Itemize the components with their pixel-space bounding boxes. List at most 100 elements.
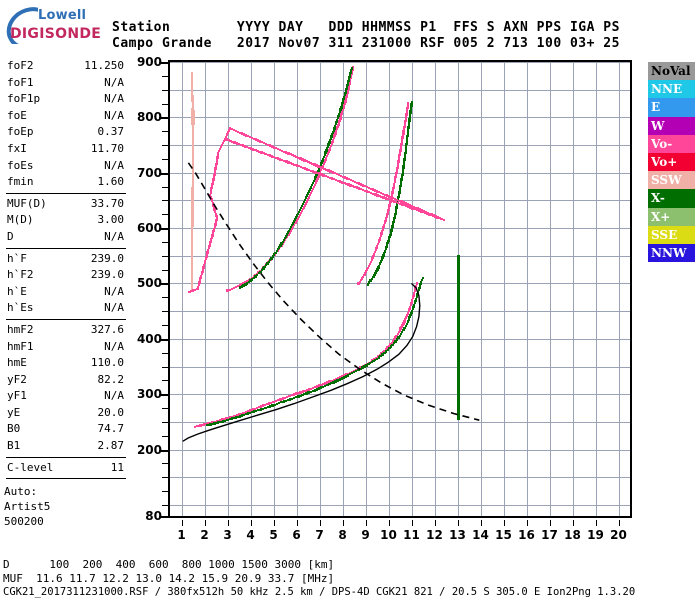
param-row-fof1: foF1 N/A: [4, 75, 128, 92]
data-point: [191, 180, 194, 183]
data-point: [345, 85, 349, 89]
y-tick-minor: [162, 324, 168, 326]
data-point: [224, 419, 227, 422]
legend-item-x[interactable]: X+: [648, 207, 695, 226]
data-point: [215, 162, 218, 166]
data-point: [190, 253, 194, 256]
legend-item-sse[interactable]: SSE: [648, 225, 695, 244]
data-point: [344, 373, 348, 376]
data-point: [391, 191, 394, 194]
data-point: [191, 94, 194, 98]
x-tick: [457, 520, 459, 526]
data-point: [457, 334, 460, 337]
data-point: [394, 336, 397, 339]
y-tick-minor: [162, 255, 168, 257]
data-point: [386, 213, 389, 216]
data-point: [191, 211, 194, 214]
data-point: [409, 206, 412, 209]
y-tick-minor: [162, 435, 168, 437]
data-point: [289, 162, 292, 165]
legend-item-nne[interactable]: NNE: [648, 80, 695, 99]
data-point: [300, 210, 303, 213]
data-point: [410, 204, 413, 208]
data-point: [317, 387, 321, 390]
data-point: [411, 307, 415, 311]
data-point: [342, 106, 345, 110]
data-point: [363, 365, 366, 368]
data-point: [240, 132, 244, 135]
data-point: [373, 189, 377, 192]
data-point: [399, 145, 403, 148]
data-point: [386, 346, 389, 349]
data-point: [344, 91, 347, 95]
data-point: [416, 207, 419, 210]
data-point: [191, 160, 195, 163]
data-point: [408, 120, 411, 123]
data-point: [338, 119, 341, 122]
gridline-vertical: [549, 62, 551, 516]
data-point: [283, 150, 286, 153]
legend-item-vo[interactable]: Vo+: [648, 152, 695, 172]
legend-item-nnw[interactable]: NNW: [648, 243, 695, 263]
legend-item-x[interactable]: X-: [648, 189, 695, 208]
data-point: [366, 266, 370, 269]
data-point: [301, 158, 304, 161]
data-point: [203, 262, 206, 265]
data-point: [394, 210, 397, 213]
x-tick-label: 19: [587, 528, 604, 542]
data-point: [250, 276, 254, 279]
data-point: [311, 187, 315, 191]
data-point: [325, 147, 329, 150]
legend-item-vo[interactable]: Vo-: [648, 134, 695, 153]
data-point: [271, 404, 274, 407]
ionogram-plot[interactable]: [168, 60, 632, 518]
legend-item-ssw[interactable]: SSW: [648, 171, 695, 190]
data-point: [390, 193, 394, 197]
data-point: [294, 221, 297, 225]
data-point: [194, 288, 197, 292]
data-point: [264, 406, 267, 410]
data-point: [457, 345, 460, 349]
data-point: [191, 202, 194, 205]
data-point: [261, 404, 265, 407]
data-point: [190, 266, 194, 270]
data-point: [342, 374, 346, 377]
data-point: [406, 134, 409, 138]
data-point: [363, 189, 367, 192]
x-tick-label: 20: [610, 528, 627, 542]
data-point: [190, 249, 194, 252]
legend-item-w[interactable]: W: [648, 116, 695, 135]
data-point: [295, 392, 298, 395]
data-point: [329, 170, 332, 173]
data-point: [398, 329, 401, 332]
data-point: [310, 169, 313, 173]
data-point: [390, 229, 393, 232]
data-point: [367, 363, 370, 366]
data-point: [383, 252, 386, 255]
data-point: [314, 175, 317, 179]
data-point: [397, 336, 400, 339]
data-point: [191, 103, 195, 107]
data-point: [334, 123, 338, 126]
data-point: [296, 214, 299, 217]
data-point: [204, 257, 208, 261]
data-point: [377, 356, 381, 359]
data-point: [376, 242, 380, 246]
legend-item-e[interactable]: E: [648, 98, 695, 117]
param-row-b1: B1 2.87: [4, 438, 128, 455]
data-point: [349, 69, 353, 72]
data-point: [457, 311, 460, 314]
y-tick-minor: [162, 131, 168, 133]
data-point: [304, 202, 308, 205]
data-point: [348, 75, 351, 78]
legend-item-noval[interactable]: NoVal: [648, 62, 695, 81]
data-point: [408, 305, 412, 309]
data-point: [377, 266, 380, 269]
data-point: [256, 149, 259, 153]
data-point: [457, 368, 460, 371]
data-point: [394, 201, 398, 204]
data-point: [394, 175, 397, 179]
data-point: [312, 185, 316, 189]
data-point: [407, 122, 411, 125]
data-point: [395, 206, 398, 209]
